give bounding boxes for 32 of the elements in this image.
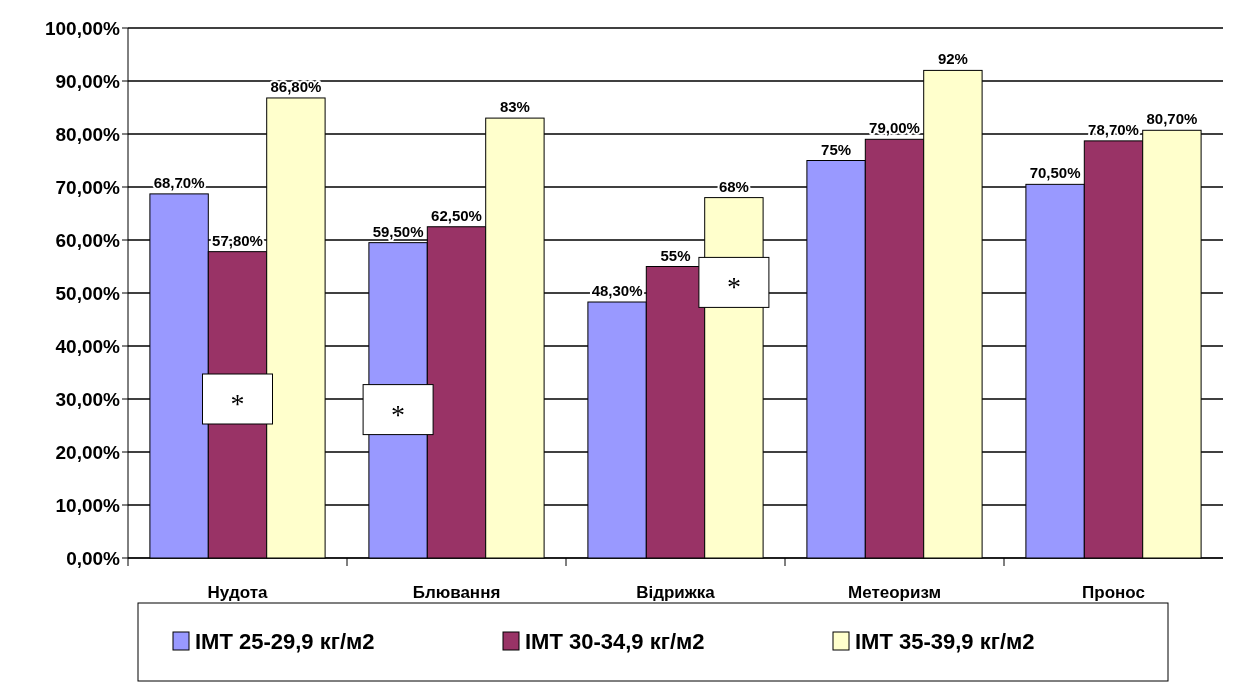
data-label: 59,50% [372,222,424,240]
x-tick-label: Метеоризм [848,583,941,602]
y-tick-label: 40,00% [55,335,121,357]
x-tick-label: Блювання [412,583,501,602]
data-label: 92% [937,50,968,68]
x-tick-label: Пронос [1082,583,1145,602]
y-tick-label: 60,00% [55,229,121,251]
data-label: 75% [821,140,852,158]
legend-label: ІМТ 25-29,9 кг/м2 [195,628,375,654]
y-tick-label: 20,00% [55,441,121,463]
annotation: * [726,271,741,303]
annotation: * [391,398,406,430]
y-tick-label: 0,00% [66,547,121,569]
data-label: 86,80% [270,77,322,95]
data-label: 55% [660,246,691,264]
data-label: 70,50% [1029,164,1081,182]
data-label: 62,50% [431,206,482,224]
y-tick-label: 90,00% [55,70,121,92]
x-tick-label: Нудота [207,583,268,602]
legend-label: ІМТ 35-39,9 кг/м2 [855,628,1035,654]
data-label: 80,70% [1146,110,1198,128]
y-tick-label: 30,00% [55,388,121,410]
x-tick-label: Відрижка [636,583,716,602]
y-tick-label: 10,00% [55,494,121,516]
annotation: * [230,388,245,419]
y-tick-label: 70,00% [55,176,121,198]
legend-label: ІМТ 30-34,9 кг/м2 [525,628,705,654]
y-tick-label: 50,00% [55,282,121,304]
y-tick-label: 80,00% [55,123,121,145]
y-tick-label: 100,00% [44,17,121,39]
data-label: 83% [499,98,530,116]
data-label: 79,00% [869,119,920,137]
